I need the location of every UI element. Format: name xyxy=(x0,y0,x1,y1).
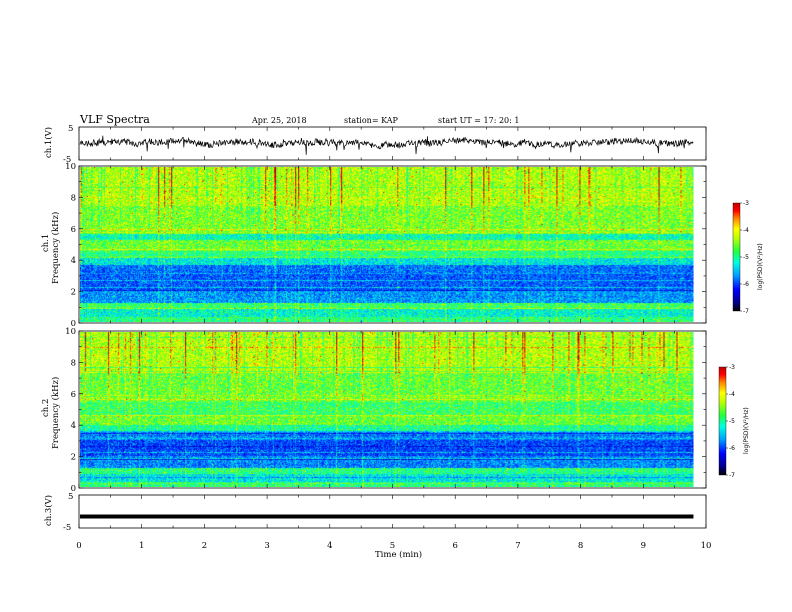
time-tick-labels: 0 1 2 3 4 5 6 7 8 9 10 xyxy=(76,541,711,551)
ch1-spectrogram-image xyxy=(80,167,694,322)
ch1-y-ticks: 0 2 4 6 8 10 xyxy=(65,162,706,329)
time-tick-label: 5 xyxy=(390,541,395,551)
colorbar-tick-label: -3 xyxy=(743,200,749,207)
y-tick-label: 4 xyxy=(71,421,76,431)
ch3-ylabel: ch.3(V) xyxy=(43,495,54,526)
ch3-x-ticks xyxy=(78,495,707,528)
ch2-spectrogram-image xyxy=(80,332,694,487)
ch1-ylabel: ch.1(V) xyxy=(43,127,54,158)
start-ut-label: start UT = 17: 20: 1 xyxy=(438,116,519,125)
ch1-frequency-label: Frequency (kHz) xyxy=(50,212,61,284)
y-tick-label: 8 xyxy=(71,358,76,368)
y-tick-label: 4 xyxy=(71,256,76,266)
ch2-colorbar xyxy=(718,366,727,476)
figure-title: VLF Spectra xyxy=(79,113,150,126)
ch1-ytick-top: 5 xyxy=(68,124,73,134)
x-axis-label: Time (min) xyxy=(375,549,422,560)
y-tick-label: 0 xyxy=(71,484,76,494)
colorbar-tick-label: -4 xyxy=(729,391,735,398)
ch3-ytick-top: 5 xyxy=(68,492,73,502)
y-tick-label: 2 xyxy=(71,453,76,463)
ch3-ytick-bottom: -5 xyxy=(63,523,71,533)
y-tick-label: 10 xyxy=(65,162,76,172)
time-tick-label: 6 xyxy=(452,541,457,551)
y-tick-label: 2 xyxy=(71,288,76,298)
time-tick-label: 3 xyxy=(264,541,269,551)
ch1-ytick-bottom: -5 xyxy=(63,155,71,165)
y-tick-label: 6 xyxy=(71,390,76,400)
time-tick-label: 7 xyxy=(515,541,520,551)
ch1-colorbar xyxy=(732,202,741,312)
ch3-waveform-panel: 5 -5 ch.3(V) 0 1 2 3 4 5 6 7 8 9 10 Time (min) xyxy=(43,492,711,560)
ch1-colorbar-label: log(PSD)(V²/Hz) xyxy=(757,243,764,290)
colorbar-tick-label: -4 xyxy=(743,227,749,234)
ch2-channel-label: ch.2 xyxy=(41,399,51,417)
station-label: station= KAP xyxy=(344,116,399,125)
colorbar-tick-label: -7 xyxy=(743,308,749,315)
time-tick-label: 10 xyxy=(701,541,712,551)
ch1-colorbar-ticks: -3 -4 -5 -6 -7 xyxy=(740,200,749,315)
ch1-x-ticks xyxy=(78,127,707,160)
time-tick-label: 9 xyxy=(641,541,646,551)
ch1-waveform-line xyxy=(79,135,694,155)
colorbar-tick-label: -5 xyxy=(729,418,735,425)
colorbar-tick-label: -3 xyxy=(729,364,735,371)
ch2-colorbar-label: log(PSD)(V²/Hz) xyxy=(743,407,750,454)
colorbar-tick-label: -5 xyxy=(743,254,749,261)
ch2-spec-x-ticks xyxy=(78,331,707,488)
colorbar-tick-label: -7 xyxy=(729,472,735,479)
y-tick-label: 10 xyxy=(65,327,76,337)
colorbar-tick-label: -6 xyxy=(729,445,735,452)
colorbar-tick-label: -6 xyxy=(743,281,749,288)
time-tick-label: 0 xyxy=(76,541,81,551)
ch2-frequency-label: Frequency (kHz) xyxy=(50,377,61,449)
time-tick-label: 4 xyxy=(327,541,332,551)
time-tick-label: 1 xyxy=(139,541,144,551)
ch2-y-ticks: 0 2 4 6 8 10 xyxy=(65,327,706,494)
ch1-waveform-panel: 5 -5 ch.1(V) xyxy=(43,124,707,165)
ch1-channel-label: ch.1 xyxy=(41,234,51,252)
y-tick-label: 8 xyxy=(71,193,76,203)
y-tick-label: 0 xyxy=(71,319,76,329)
time-tick-label: 8 xyxy=(578,541,583,551)
y-tick-label: 6 xyxy=(71,225,76,235)
ch2-colorbar-ticks: -3 -4 -5 -6 -7 xyxy=(726,364,735,479)
date-label: Apr. 25, 2018 xyxy=(251,116,307,125)
time-tick-label: 2 xyxy=(202,541,207,551)
ch1-spec-x-ticks xyxy=(78,166,707,323)
